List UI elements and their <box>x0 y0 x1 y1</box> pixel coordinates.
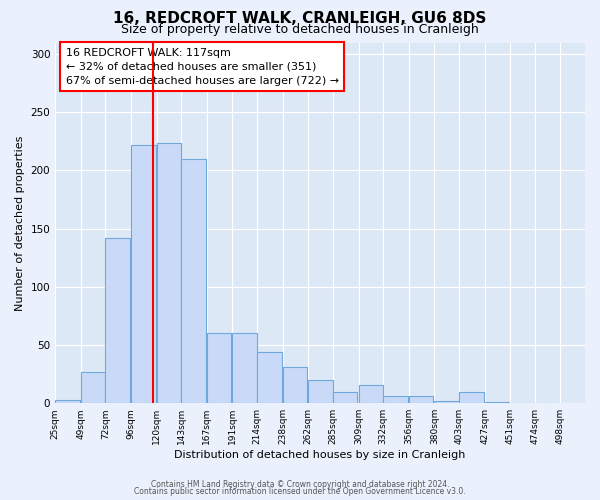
Bar <box>485 402 509 403</box>
Bar <box>207 334 232 403</box>
Y-axis label: Number of detached properties: Number of detached properties <box>15 135 25 310</box>
Text: Contains HM Land Registry data © Crown copyright and database right 2024.: Contains HM Land Registry data © Crown c… <box>151 480 449 489</box>
X-axis label: Distribution of detached houses by size in Cranleigh: Distribution of detached houses by size … <box>175 450 466 460</box>
Bar <box>333 392 358 403</box>
Bar <box>459 392 484 403</box>
Text: Contains public sector information licensed under the Open Government Licence v3: Contains public sector information licen… <box>134 487 466 496</box>
Text: 16, REDCROFT WALK, CRANLEIGH, GU6 8DS: 16, REDCROFT WALK, CRANLEIGH, GU6 8DS <box>113 11 487 26</box>
Bar <box>157 142 181 403</box>
Bar <box>232 334 257 403</box>
Bar <box>383 396 407 403</box>
Text: 16 REDCROFT WALK: 117sqm
← 32% of detached houses are smaller (351)
67% of semi-: 16 REDCROFT WALK: 117sqm ← 32% of detach… <box>66 48 339 86</box>
Bar <box>434 401 459 403</box>
Bar <box>106 238 130 403</box>
Bar <box>181 159 206 403</box>
Bar <box>359 384 383 403</box>
Bar <box>308 380 333 403</box>
Bar <box>283 367 307 403</box>
Bar <box>81 372 106 403</box>
Bar <box>409 396 433 403</box>
Text: Size of property relative to detached houses in Cranleigh: Size of property relative to detached ho… <box>121 22 479 36</box>
Bar <box>55 400 80 403</box>
Bar <box>257 352 281 403</box>
Bar <box>131 145 155 403</box>
